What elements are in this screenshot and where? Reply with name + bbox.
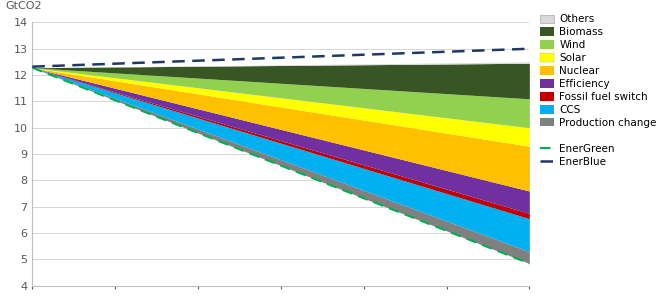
Text: GtCO2: GtCO2 (5, 1, 42, 11)
Legend: Others, Biomass, Wind, Solar, Nuclear, Efficiency, Fossil fuel switch, CCS, Prod: Others, Biomass, Wind, Solar, Nuclear, E… (539, 15, 656, 167)
